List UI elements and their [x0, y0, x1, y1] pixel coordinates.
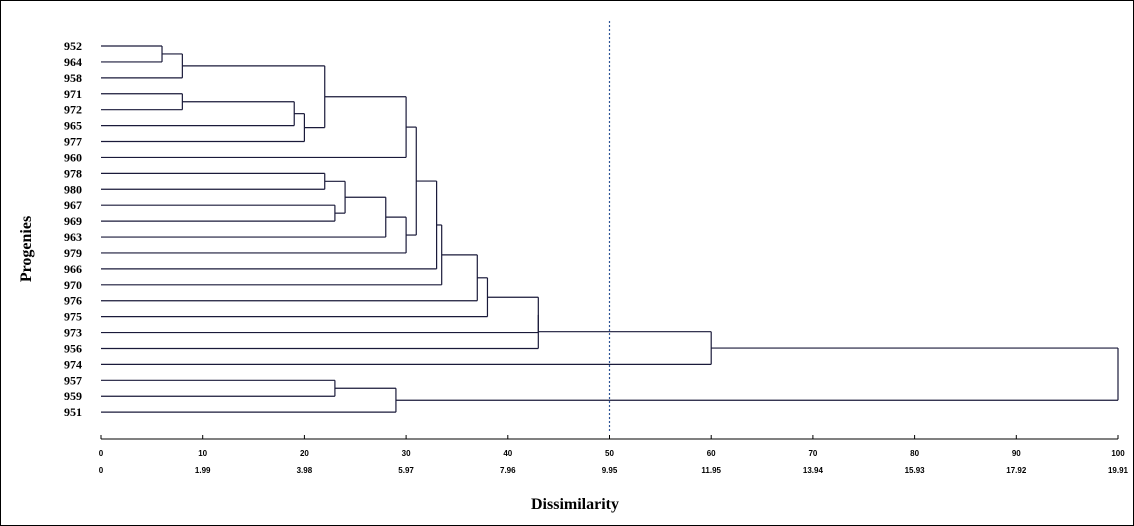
leaf-label: 956	[64, 341, 82, 355]
leaf-label: 980	[64, 182, 82, 196]
dendrogram-branches	[101, 45, 1119, 413]
x-tick-label-secondary: 17.92	[1006, 466, 1027, 475]
leaf-label: 951	[64, 405, 82, 419]
x-tick-label-secondary: 3.98	[297, 466, 313, 475]
x-tick-label-primary: 10	[198, 449, 207, 458]
leaf-label: 960	[64, 150, 82, 164]
leaf-label: 979	[64, 246, 82, 260]
x-tick-label-secondary: 15.93	[905, 466, 926, 475]
x-tick-label-primary: 60	[707, 449, 716, 458]
x-tick-label-secondary: 9.95	[602, 466, 618, 475]
leaf-label: 957	[64, 373, 82, 387]
x-tick-label-secondary: 11.95	[701, 466, 721, 475]
leaf-label: 964	[64, 55, 82, 69]
x-axis-title: Dissimilarity	[531, 496, 619, 513]
x-tick-label-primary: 70	[808, 449, 817, 458]
x-tick-label-secondary: 19.91	[1108, 466, 1129, 475]
x-tick-label-primary: 80	[910, 449, 919, 458]
leaf-label: 978	[64, 166, 82, 180]
leaf-label: 970	[64, 278, 82, 292]
leaf-label: 969	[64, 214, 82, 228]
x-tick-label-secondary: 1.99	[195, 466, 211, 475]
x-tick-label-secondary: 13.94	[803, 466, 824, 475]
x-tick-label-secondary: 7.96	[500, 466, 516, 475]
leaf-label: 973	[64, 326, 82, 340]
x-tick-label-secondary: 5.97	[398, 466, 414, 475]
x-tick-label-primary: 50	[605, 449, 614, 458]
leaf-label: 976	[64, 294, 82, 308]
x-tick-label-primary: 100	[1111, 449, 1125, 458]
x-axis: 0 0 10 1.99 20 3.98 30 5.97 40 7.96 50 9.95 60 11.95 7…	[99, 435, 1129, 475]
leaf-label: 958	[64, 71, 82, 85]
leaf-label: 959	[64, 389, 82, 403]
leaf-label: 977	[64, 135, 82, 149]
leaf-label: 967	[64, 198, 82, 212]
x-tick-label-primary: 30	[402, 449, 411, 458]
leaf-label: 966	[64, 262, 82, 276]
leaf-label: 974	[64, 357, 82, 371]
leaf-label: 972	[64, 103, 82, 117]
x-tick-label-primary: 90	[1012, 449, 1021, 458]
x-tick-label-primary: 40	[503, 449, 512, 458]
x-tick-label-primary: 20	[300, 449, 309, 458]
y-axis-title: Progenies	[18, 216, 35, 282]
x-tick-label-primary: 0	[99, 449, 104, 458]
leaf-label: 952	[64, 39, 82, 53]
x-tick-label-secondary: 0	[99, 466, 104, 475]
leaf-label: 971	[64, 87, 82, 101]
leaf-label: 965	[64, 119, 82, 133]
leaf-label: 963	[64, 230, 82, 244]
leaf-label: 975	[64, 310, 82, 324]
